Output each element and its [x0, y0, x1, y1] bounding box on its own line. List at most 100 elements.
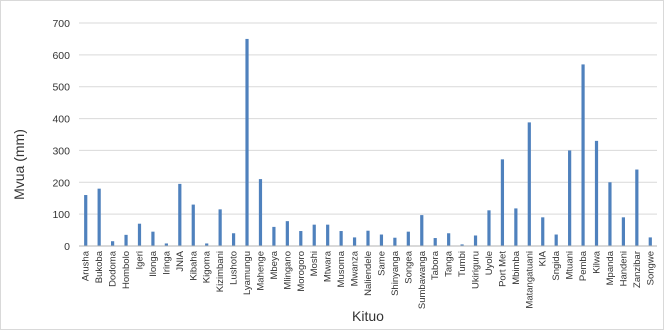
bar-mbeya — [272, 226, 276, 246]
bar-handeni — [621, 217, 625, 246]
x-tick-label: Musoma — [336, 250, 347, 287]
bar-kigoma — [205, 243, 209, 246]
x-tick-label: Lyamungu — [242, 251, 253, 295]
bar-shinyanga — [393, 237, 397, 246]
x-tick-label: Hombolo — [121, 251, 132, 289]
x-tick-label: Matangatuani — [524, 251, 535, 309]
bar-mahenge — [258, 179, 263, 246]
x-tick-label: Zanzibar — [632, 251, 643, 288]
bar-hombolo — [124, 234, 128, 246]
bar-igeri — [137, 223, 142, 246]
bar-lyamungu — [245, 38, 249, 247]
x-tick-label: Moshi — [309, 251, 320, 276]
x-axis-title: Kituo — [352, 308, 384, 324]
x-tick-label: Songwe — [645, 251, 656, 285]
x-tick-label: Bukoba — [94, 250, 105, 283]
x-tick-label: Uyole — [484, 251, 495, 275]
bar-bukoba — [97, 188, 101, 246]
x-tick-label: Lushoto — [229, 251, 240, 285]
bar-kilwa — [594, 140, 599, 246]
bar-ukiriguru — [473, 235, 478, 246]
bar-mwanza — [352, 237, 357, 246]
y-tick-label: 200 — [52, 177, 70, 189]
bar-songwe — [648, 237, 652, 246]
bar-lushoto — [231, 233, 236, 246]
x-tick-label: KIA — [538, 250, 549, 266]
bar-mlingano — [285, 221, 289, 246]
x-tick-label: Ukiriguru — [471, 251, 482, 289]
bar-morogoro — [299, 231, 303, 246]
bar-sumbawanga — [420, 215, 424, 246]
x-tick-label: Sngida — [551, 250, 562, 280]
bar-sngida — [554, 234, 558, 246]
bar-tanga — [447, 233, 451, 246]
x-tick-label: Handeni — [618, 251, 629, 286]
x-tick-label: Port Met — [497, 251, 508, 287]
x-tick-label: Arusha — [81, 250, 92, 281]
bar-kizimbani — [218, 209, 222, 246]
x-tick-label: Songea — [403, 250, 414, 283]
x-tick-label: Mwanza — [350, 250, 361, 286]
x-tick-label: Kigoma — [202, 250, 213, 283]
gridlines — [79, 22, 657, 215]
bar-matangatuani — [527, 122, 531, 246]
x-tick-label: Naliendele — [363, 251, 374, 296]
x-tick-label: Shinyanga — [390, 250, 401, 296]
bar-naliendele — [366, 230, 370, 246]
bar-ilonga — [151, 231, 155, 246]
y-axis-title: Mvua (mm) — [11, 129, 27, 200]
x-tick-label: Mbeya — [269, 250, 280, 279]
x-tick-label: Sumbawanga — [417, 250, 428, 309]
bar-mbimba — [514, 208, 518, 246]
x-tick-label: Kizimbani — [215, 251, 226, 292]
x-tick-label: Tabora — [430, 250, 441, 280]
bar-songea — [406, 231, 410, 246]
y-axis-ticks: 0 100 200 300 400 500 600 700 — [52, 18, 70, 253]
bar-port-met — [500, 159, 505, 246]
x-tick-label: Iringa — [161, 250, 172, 274]
x-tick-label: Morogoro — [296, 251, 307, 292]
x-tick-label: Igeri — [134, 251, 145, 269]
y-tick-label: 400 — [52, 114, 70, 126]
bars — [84, 38, 652, 247]
y-tick-label: 0 — [64, 241, 70, 253]
bar-same — [379, 234, 384, 246]
bar-pemba — [581, 64, 585, 246]
bar-jnia — [178, 183, 182, 246]
x-tick-label: Mahenge — [255, 251, 266, 291]
bar-kia — [541, 217, 545, 246]
bar-musoma — [339, 231, 343, 246]
bar-kibaha — [191, 204, 195, 246]
x-tick-label: Mtwara — [323, 250, 334, 282]
bar-mtwara — [326, 224, 330, 246]
x-tick-label: Mlingano — [282, 251, 293, 290]
bar-dodoma — [111, 241, 115, 246]
x-tick-label: Tumbi — [457, 251, 468, 277]
y-tick-label: 600 — [52, 50, 70, 62]
x-tick-label: Pemba — [578, 250, 589, 281]
y-tick-label: 700 — [52, 18, 70, 30]
x-tick-label: Mbimba — [511, 250, 522, 285]
x-tick-label: Kilwa — [592, 250, 603, 273]
x-tick-label: Ilonga — [148, 250, 159, 277]
bar-zanzibar — [635, 169, 639, 246]
x-tick-label: Kibaha — [188, 250, 199, 280]
y-tick-label: 300 — [52, 145, 70, 157]
bar-tumbi — [460, 244, 464, 246]
bar-iringa — [164, 243, 168, 246]
bar-arusha — [84, 195, 88, 246]
bar-uyole — [487, 210, 491, 246]
x-tick-label: Tanga — [444, 250, 455, 277]
x-axis-tick-labels: Arusha Bukoba Dodoma Hombolo Igeri Ilonga Irin… — [81, 250, 657, 309]
bar-mpanda — [608, 182, 612, 246]
x-tick-label: Same — [376, 251, 387, 276]
bar-mtuani — [568, 150, 572, 246]
x-tick-label: JNIA — [175, 250, 186, 271]
bar-moshi — [312, 224, 316, 246]
bar-tabora — [433, 238, 437, 246]
x-tick-label: Mtuani — [565, 251, 576, 280]
x-tick-label: Dodoma — [108, 250, 119, 287]
y-tick-label: 500 — [52, 82, 70, 94]
x-tick-label: Mpanda — [605, 250, 616, 285]
